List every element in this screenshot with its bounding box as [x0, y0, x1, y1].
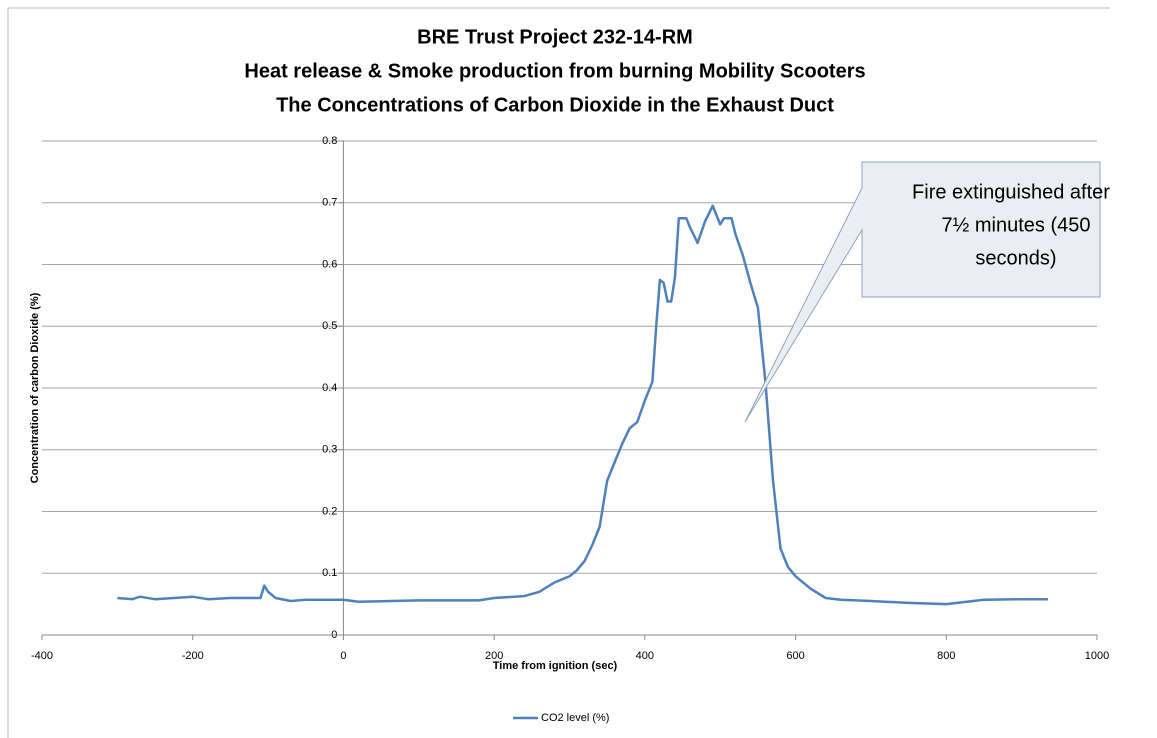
y-tick-label: 0.5 [322, 320, 337, 332]
x-tick-label: 1000 [1085, 650, 1109, 662]
y-tick-label: 0.1 [322, 567, 337, 579]
legend-label: CO2 level (%) [541, 712, 609, 724]
y-tick-label: 0.3 [322, 444, 337, 456]
x-tick-label: 200 [485, 650, 503, 662]
annotation-line: 7½ minutes (450 [942, 214, 1091, 236]
x-tick-label: 400 [636, 650, 654, 662]
x-axis-label: Time from ignition (sec) [493, 660, 618, 672]
y-tick-label: 0.7 [322, 197, 337, 209]
x-tick-label: 0 [340, 650, 346, 662]
chart-border [7, 7, 1110, 738]
x-tick-label: -200 [182, 650, 204, 662]
x-tick-label: -400 [31, 650, 53, 662]
annotation-line: Fire extinguished after [912, 181, 1110, 203]
y-tick-label: 0.8 [322, 135, 337, 147]
title-line: Heat release & Smoke production from bur… [244, 60, 865, 82]
data-line [117, 204, 1048, 606]
callout [744, 161, 1101, 423]
x-tick-label: 800 [937, 650, 955, 662]
y-tick-label: 0.2 [322, 505, 337, 517]
y-tick-label: 0.4 [322, 382, 337, 394]
chart-title: BRE Trust Project 232-14-RM Heat release … [244, 26, 865, 116]
x-tick-label: 600 [786, 650, 804, 662]
title-line: BRE Trust Project 232-14-RM [417, 26, 693, 48]
annotation-line: seconds) [975, 247, 1056, 269]
title-line: The Concentrations of Carbon Dioxide in … [276, 94, 834, 116]
y-axis-label: Concentration of carbon Dioxide (%) [29, 292, 41, 483]
y-tick-label: 0.6 [322, 258, 337, 270]
